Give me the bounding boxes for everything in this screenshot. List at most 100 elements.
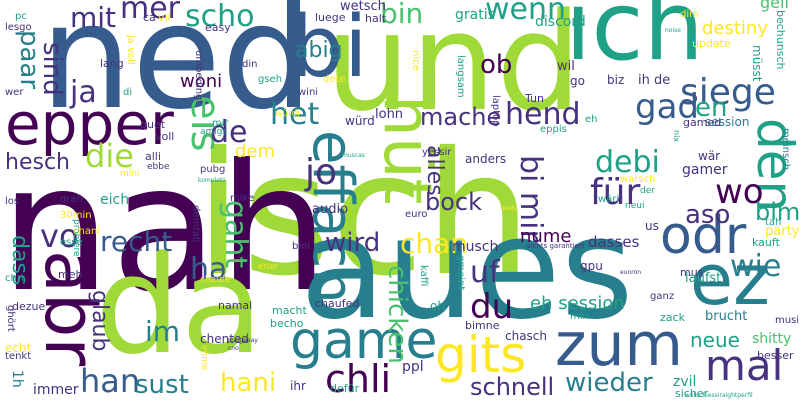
cloud-word: noise [665,27,681,34]
cloud-word: ready [500,205,518,212]
cloud-word: gad [635,87,699,127]
cloud-word: min [570,311,589,322]
cloud-word: mir [212,118,229,129]
cloud-word: shitty [752,331,792,347]
cloud-word: wird [325,228,381,258]
cloud-word: chan [400,227,469,260]
cloud-word: da [95,227,264,384]
cloud-word: uf [470,255,500,290]
cloud-word: eunron [620,269,642,276]
cloud-word: los [5,196,20,207]
cloud-word: gamer [682,162,728,178]
cloud-word: bim [755,198,800,226]
cloud-word: pc [15,11,27,22]
cloud-word: us [645,219,659,233]
cloud-word: anders [465,152,507,166]
cloud-word: ghört [5,305,16,332]
cloud-word: chicken [382,265,412,364]
cloud-word: lohn [375,107,404,122]
cloud-word: drah [60,194,83,205]
cloud-word: nah [0,128,330,331]
cloud-word: chaufe [200,275,231,285]
cloud-word: besser [757,349,794,362]
cloud-word: abig [295,38,343,63]
cloud-word: ihr [290,379,306,393]
cloud-word: halt [365,12,387,25]
cloud-word: ganz [650,291,675,302]
cloud-word: wie [730,249,782,284]
cloud-word: dim [680,9,699,20]
cloud-word: din [242,59,258,70]
cloud-word: defür [330,382,360,395]
cloud-word: hani [220,368,277,398]
cloud-word: esse [60,237,83,248]
cloud-word: bechunsch [774,10,787,70]
cloud-word: nice [410,50,421,71]
cloud-word: zum [555,310,683,380]
cloud-word: wetschiessiraightperfil [685,392,753,399]
cloud-word: eh session [530,293,625,314]
cloud-word: cno [228,345,239,352]
cloud-word: update [692,37,731,50]
cloud-word: echt [5,341,32,355]
cloud-word: odr [660,206,747,266]
cloud-word: kauft [752,236,780,249]
cloud-word: audio [312,202,349,217]
cloud-word: brucht [705,309,748,324]
cloud-word: laptop [490,95,501,127]
cloud-word: geil [760,0,789,12]
cloud-word: ich [565,0,704,82]
cloud-word: recht [100,225,173,258]
cloud-word: demfall [190,205,201,243]
cloud-word: ja voll [125,35,136,65]
cloud-word: meinsch [780,128,791,171]
cloud-word: mit [70,1,117,34]
cloud-word: mini [120,169,140,179]
cloud-word: pubg [200,164,226,175]
cloud-word: mache [420,103,502,131]
cloud-word: wieder [565,368,653,398]
cloud-word: warsch [620,174,656,185]
cloud-word: namal [218,299,253,312]
cloud-word: sicher [675,387,709,400]
cloud-word: wär [698,149,721,163]
cloud-word: chasch [505,329,548,343]
cloud-word: für [590,172,641,213]
cloud-word: ned [40,0,314,142]
cloud-word: mus [680,266,704,279]
cloud-word: oh [430,299,445,313]
cloud-word: het [270,97,320,132]
cloud-word: wil [557,59,575,74]
cloud-word: vo [40,217,79,255]
cloud-word: gaht [218,200,253,269]
cloud-word: kaffi [418,265,429,287]
cloud-word: der [640,186,655,196]
cloud-word: kompletii [198,177,226,184]
cloud-word: macht [272,304,307,317]
cloud-word: gmeint [455,255,466,291]
cloud-word: musch [452,239,499,255]
cloud-word: bin [380,0,424,30]
cloud-word: game [290,311,438,371]
cloud-word: bi [290,0,368,97]
cloud-word: lang [100,57,124,70]
cloud-word: wini [298,87,319,98]
cloud-word: debi [595,145,660,180]
cloud-word: ebbe [147,162,170,172]
cloud-word: biz [607,73,625,87]
cloud-word: puugeeay [228,337,258,344]
cloud-word: party [765,224,800,239]
cloud-word: woni [180,71,223,92]
cloud-word: chli [325,357,392,400]
cloud-word: mer [120,0,181,26]
cloud-word: glaub [87,290,112,352]
cloud-word: tenkt [5,351,32,362]
cloud-word: sind [37,42,67,96]
cloud-word: isch [195,116,533,314]
cloud-word: neue [690,328,740,352]
cloud-word: wo [715,172,764,212]
cloud-word: zack [660,311,685,324]
cloud-word: schnell [470,373,555,400]
cloud-word: ppl [402,359,424,375]
